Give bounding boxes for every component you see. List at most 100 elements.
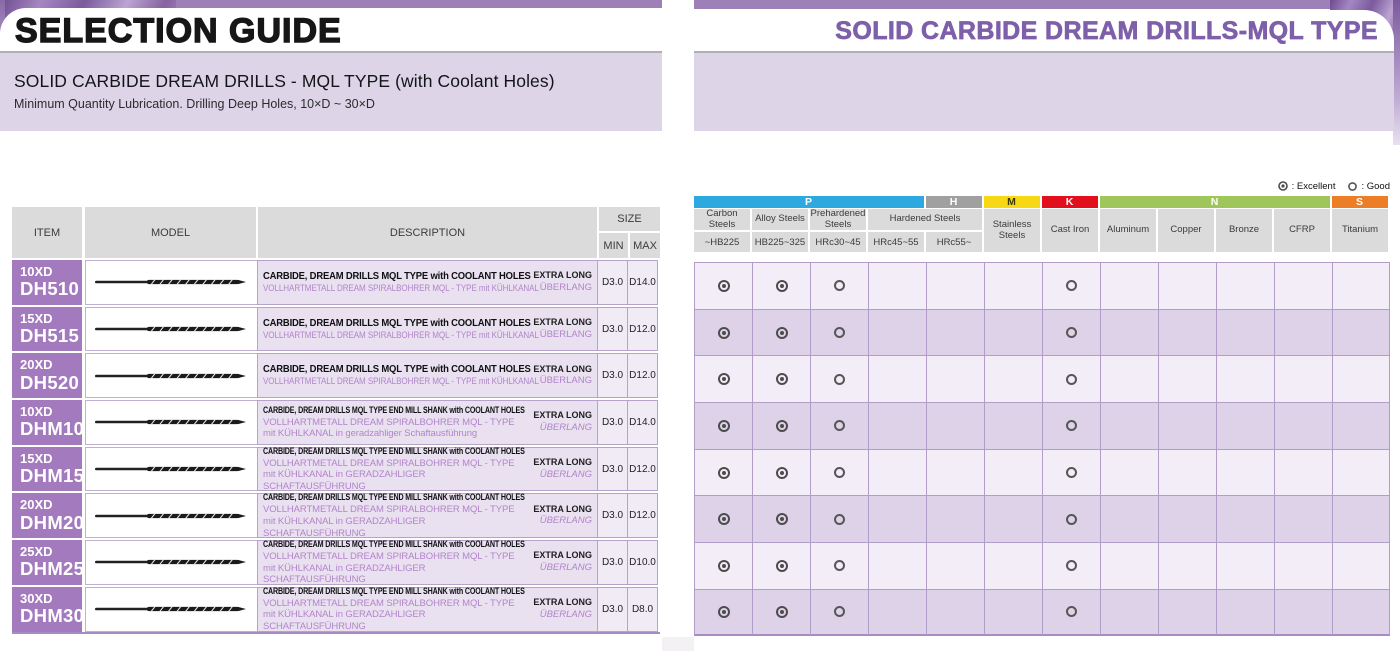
rating-cell (1100, 542, 1158, 589)
rating-row (694, 448, 1391, 496)
product-row: 20XD DH520 CARBIDE, DREAM DRILLS MQL TYPE … (12, 353, 660, 399)
rating-cell (1332, 355, 1390, 403)
page-title-right: SOLID CARBIDE DREAM DRILLS-MQL TYPE (835, 17, 1378, 45)
page-left: SELECTION GUIDE SOLID CARBIDE DREAM DRIL… (0, 0, 662, 651)
column-header-title: Prehardened Steels (810, 208, 866, 230)
product-row: 20XD DHM20 CARBIDE, DREAM DRILLS MQL TYPE … (12, 492, 660, 539)
size-max-cell: D8.0 (627, 586, 658, 632)
length-note: EXTRA LONG ÜBERLANG (518, 457, 592, 481)
column-header-model: MODEL (85, 207, 256, 258)
rating-cell (1100, 402, 1158, 449)
description-en: CARBIDE, DREAM DRILLS MQL TYPE END MILL … (263, 539, 525, 551)
excellent-mark-icon (775, 559, 788, 572)
rating-cell (752, 355, 810, 403)
product-table-header: ITEM MODEL DESCRIPTION SIZE MIN MAX (12, 207, 660, 258)
rating-cell (1216, 448, 1274, 496)
column-header-title: Stainless Steels (984, 209, 1040, 252)
excellent-mark-icon (717, 373, 730, 386)
rating-legend: : Excellent : Good (1277, 180, 1390, 192)
rating-cell (1042, 355, 1100, 403)
size-min-cell: D3.0 (597, 446, 628, 492)
legend-good-label: : Good (1361, 180, 1390, 192)
material-group-M: M (984, 196, 1040, 208)
material-group-H: H (926, 196, 982, 208)
length-note-en: EXTRA LONG (533, 550, 592, 561)
length-note: EXTRA LONG ÜBERLANG (518, 504, 592, 528)
rating-cell (868, 355, 926, 403)
rating-cell (1216, 308, 1274, 356)
drill-image (94, 372, 246, 379)
drill-image (94, 419, 246, 426)
legend-excellent-label: : Excellent (1291, 180, 1336, 192)
description-cell: CARBIDE, DREAM DRILLS MQL TYPE with COOL… (257, 353, 598, 399)
rating-cell (752, 495, 810, 543)
rating-cell (1216, 495, 1274, 543)
drill-image (94, 512, 246, 519)
rating-row (694, 355, 1391, 403)
rating-cell (984, 495, 1042, 543)
model-cell (85, 586, 258, 632)
item-model-label: DH520 (20, 371, 80, 393)
column-header-title: Titanium (1332, 209, 1388, 252)
rating-cell (984, 402, 1042, 449)
good-mark-icon (1066, 513, 1077, 525)
rating-cell (810, 262, 868, 309)
model-cell (85, 306, 258, 352)
application-table-body (694, 262, 1391, 636)
column-header-size: SIZE (599, 207, 660, 231)
rating-cell (1332, 448, 1390, 496)
top-edge-strip (694, 0, 1400, 9)
rating-cell (1042, 308, 1100, 356)
rating-cell (1158, 495, 1216, 543)
item-size-label: 25XD (20, 544, 53, 560)
size-min-cell: D3.0 (597, 353, 628, 399)
item-model-label: DH515 (20, 325, 80, 346)
length-note-de: ÜBERLANG (539, 422, 592, 434)
description-en: CARBIDE, DREAM DRILLS MQL TYPE END MILL … (263, 492, 525, 504)
excellent-mark-icon (775, 419, 788, 432)
description-de: VOLLHARTMETALL DREAM SPIRALBOHRER MQL - … (263, 597, 515, 632)
length-note: EXTRA LONG ÜBERLANG (518, 597, 592, 621)
drill-image (94, 606, 246, 613)
description-de: VOLLHARTMETALL DREAM SPIRALBOHRER MQL - … (263, 457, 515, 492)
excellent-mark-icon (717, 419, 730, 432)
section-header: SOLID CARBIDE DREAM DRILLS - MQL TYPE (w… (0, 53, 662, 131)
rating-cell (984, 355, 1042, 403)
good-mark-icon (1066, 280, 1077, 292)
excellent-mark-icon (717, 326, 730, 339)
good-mark-icon (1066, 606, 1077, 618)
rating-cell (1042, 495, 1100, 543)
length-note-de: ÜBERLANG (539, 515, 592, 527)
description-de: VOLLHARTMETALL DREAM SPIRALBOHRER MQL - … (263, 329, 539, 341)
rating-cell (1216, 355, 1274, 403)
length-note-de: ÜBERLANG (539, 468, 592, 480)
top-edge-strip (0, 0, 662, 9)
product-table-body: 10XD DH510 CARBIDE, DREAM DRILLS MQL TYPE … (12, 260, 660, 634)
material-group-S: S (1332, 196, 1388, 208)
length-note: EXTRA LONG ÜBERLANG (518, 550, 592, 574)
material-group-N: N (1100, 196, 1330, 208)
excellent-mark-icon (775, 373, 788, 386)
excellent-mark-icon (775, 279, 788, 292)
length-note-de: ÜBERLANG (539, 562, 592, 574)
column-header-hardness: HRc45~55 (868, 232, 924, 252)
column-header-title: CFRP (1274, 209, 1330, 252)
description-text: CARBIDE, DREAM DRILLS MQL TYPE with COOL… (263, 270, 539, 295)
size-max-cell: D14.0 (627, 260, 658, 305)
description-cell: CARBIDE, DREAM DRILLS MQL TYPE END MILL … (257, 492, 598, 539)
rating-cell (868, 308, 926, 356)
description-en: CARBIDE, DREAM DRILLS MQL TYPE with COOL… (263, 316, 531, 329)
model-cell (85, 493, 258, 539)
column-header-title: Cast Iron (1042, 209, 1098, 252)
rating-cell (1274, 402, 1332, 449)
item-cell: 30XD DHM30 (12, 586, 84, 632)
header-body-gap (694, 252, 1391, 262)
rating-cell (810, 542, 868, 589)
excellent-mark-icon (775, 326, 788, 339)
description-en: CARBIDE, DREAM DRILLS MQL TYPE END MILL … (263, 404, 525, 416)
good-mark-icon (834, 513, 845, 525)
length-note-en: EXTRA LONG (533, 503, 592, 514)
length-note-en: EXTRA LONG (533, 410, 592, 421)
